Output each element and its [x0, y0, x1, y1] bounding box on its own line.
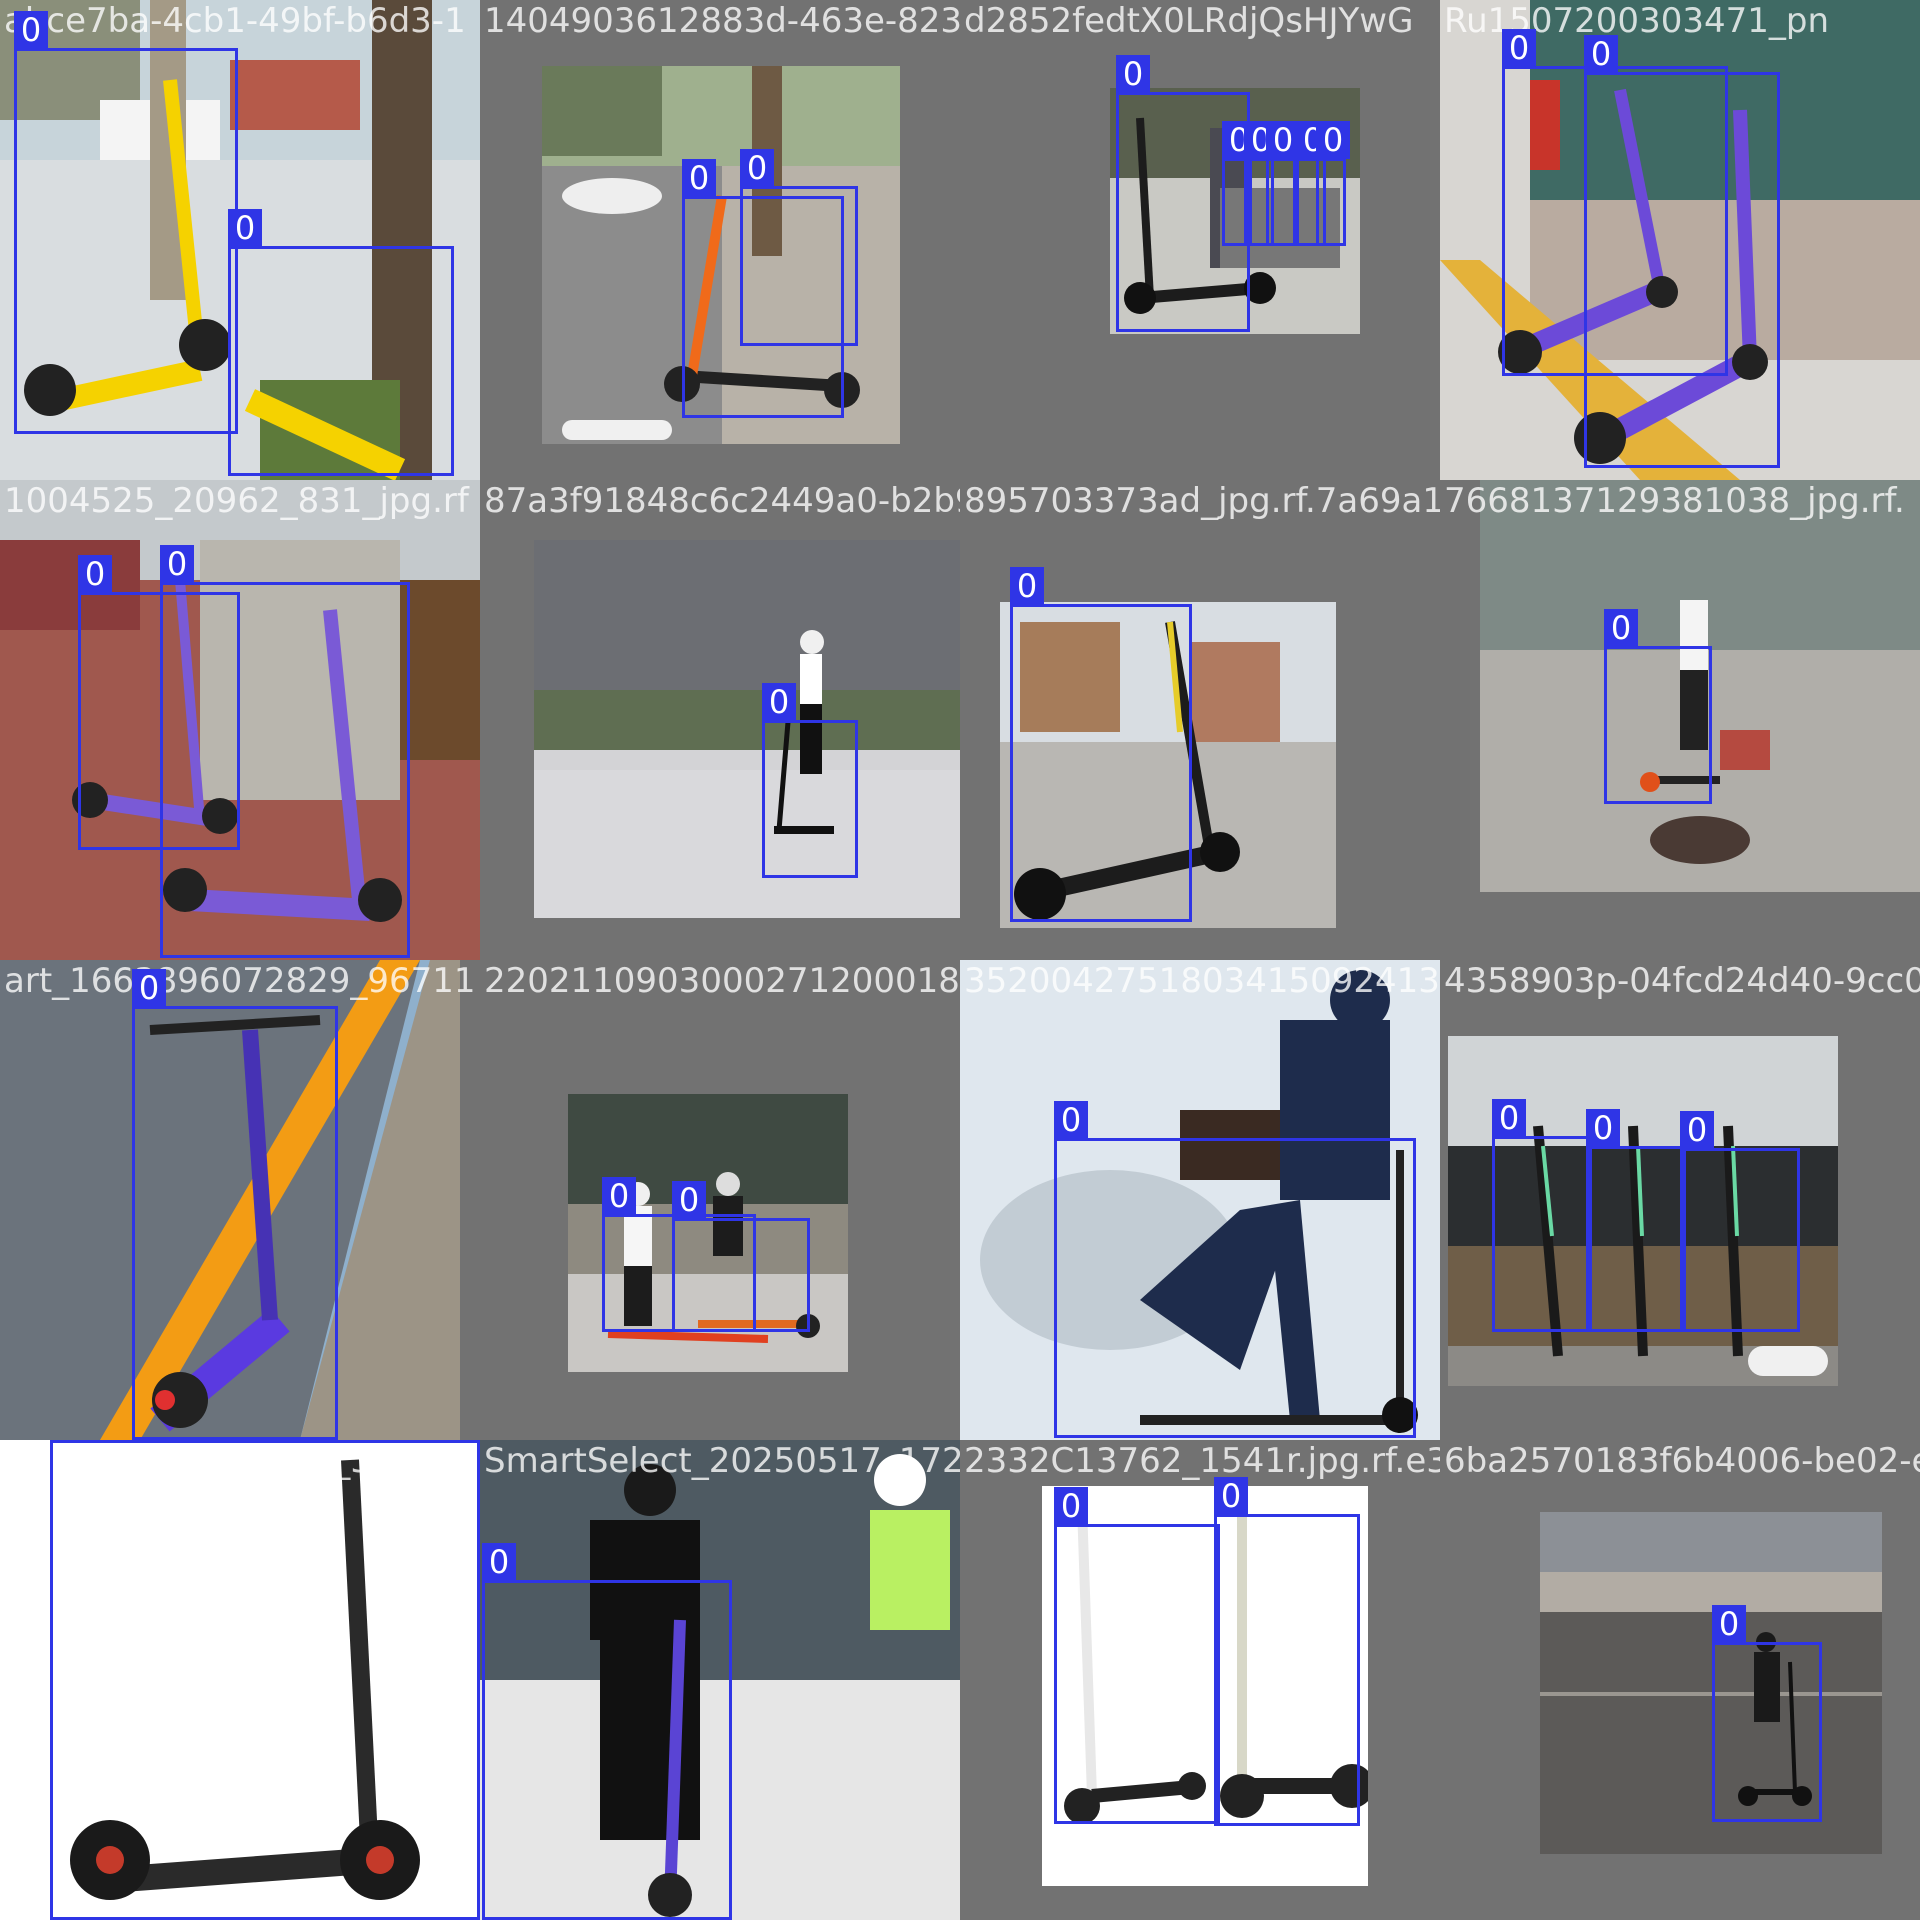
tile-13: 1000621548754_i1_500_jpg 0: [0, 1440, 480, 1920]
class-label: 0: [78, 555, 112, 593]
class-label: 0: [1680, 1111, 1714, 1149]
tile-15: 2332C13762_1541r.jpg.rf.e38 0 0: [960, 1440, 1440, 1920]
detection-box: 0: [762, 683, 858, 878]
class-label: 0: [1010, 567, 1044, 605]
tile-filename: 6ba2570183f6b4006-be02-e: [1444, 1441, 1920, 1481]
detection-box: 0: [132, 969, 338, 1440]
tile-12: 4358903p-04fcd24d40-9cc0-f 0 0 0: [1440, 960, 1920, 1440]
scooter-photo: [542, 66, 900, 444]
detection-box: 0: [1712, 1605, 1822, 1822]
detection-box: 0: [1316, 121, 1350, 246]
class-label: 0: [50, 1440, 84, 1441]
tile-filename: 2202110903000271200018: [484, 961, 960, 1001]
tile-filename: 895703373ad_jpg.rf.7a69a1d: [964, 481, 1440, 521]
class-label: 0: [482, 1543, 516, 1581]
class-label: 0: [160, 545, 194, 583]
detection-box: 0: [1266, 121, 1300, 246]
detection-box: 0: [1604, 609, 1712, 804]
tile-11: 35200427518034150924134 0: [960, 960, 1440, 1440]
class-label: 0: [1316, 121, 1350, 159]
tile-4: Ru1507200303471_pn 0 0: [1440, 0, 1920, 480]
scooter-photo: [0, 960, 460, 1440]
detection-box: 0: [1584, 35, 1780, 468]
detection-box: 0: [1054, 1487, 1220, 1824]
class-label: 0: [1214, 1477, 1248, 1515]
tile-1: abce7ba-4cb1-49bf-b6d3-1 0 0: [0, 0, 480, 480]
detection-box: 0: [482, 1543, 732, 1920]
scooter-photo: [534, 540, 960, 918]
detection-box: 0: [160, 545, 410, 958]
tile-2: 1404903612883d-463e-823d-4 0 0: [480, 0, 960, 480]
detection-box: 0: [1680, 1111, 1800, 1332]
class-label: 0: [672, 1181, 706, 1219]
class-label: 0: [14, 11, 48, 49]
class-label: 0: [682, 159, 716, 197]
class-label: 0: [1586, 1109, 1620, 1147]
scooter-photo: [0, 1440, 480, 1920]
tile-filename: 4358903p-04fcd24d40-9cc0-f: [1444, 961, 1920, 1001]
tile-14: SmartSelect_20250517_172 0: [480, 1440, 960, 1920]
class-label: 0: [1116, 55, 1150, 93]
class-label: 0: [1492, 1099, 1526, 1137]
detection-box: 0: [682, 159, 844, 418]
tile-7: 895703373ad_jpg.rf.7a69a1d 0: [960, 480, 1440, 960]
class-label: 0: [228, 209, 262, 247]
detection-box: 0: [1010, 567, 1192, 922]
class-label: 0: [1266, 121, 1300, 159]
detection-box: 0: [14, 11, 238, 434]
tile-filename: d2852fedtX0LRdjQsHJYwG: [964, 1, 1414, 41]
detection-box: 0: [50, 1440, 480, 1920]
tile-8: 7668137129381038_jpg.rf. 0: [1440, 480, 1920, 960]
detection-box: 0: [1492, 1099, 1592, 1332]
class-label: 0: [762, 683, 796, 721]
detection-box: 0: [1116, 55, 1250, 332]
detection-box: 0: [672, 1181, 810, 1332]
tile-9: art_1663896072829_96711 0: [0, 960, 480, 1440]
scooter-photo: [1540, 1512, 1882, 1854]
detection-box: 0: [1054, 1101, 1416, 1438]
scooter-photo: [1042, 1486, 1368, 1886]
tile-6: 87a3f91848c6c2449a0-b2b9-a 0: [480, 480, 960, 960]
class-label: 0: [1502, 29, 1536, 67]
class-label: 0: [1584, 35, 1618, 73]
tile-5: 1004525_20962_831_jpg.rf 0 0: [0, 480, 480, 960]
tile-16: 6ba2570183f6b4006-be02-e 0: [1440, 1440, 1920, 1920]
class-label: 0: [1712, 1605, 1746, 1643]
tile-filename: 2332C13762_1541r.jpg.rf.e38: [964, 1441, 1440, 1481]
detection-box: 0: [1586, 1109, 1686, 1332]
tile-10: 2202110903000271200018 0 0: [480, 960, 960, 1440]
detection-box: 0: [228, 209, 454, 476]
scooter-photo: [960, 960, 1440, 1440]
class-label: 0: [1604, 609, 1638, 647]
tile-3: d2852fedtX0LRdjQsHJYwG 0 0 0 0 0 0: [960, 0, 1440, 480]
scooter-photo: [1000, 602, 1336, 928]
class-label: 0: [602, 1177, 636, 1215]
class-label: 0: [1054, 1101, 1088, 1139]
tile-filename: 1404903612883d-463e-823d-4: [484, 1, 960, 41]
detection-box: 0: [1214, 1477, 1360, 1826]
scooter-photo: [1480, 480, 1920, 892]
class-label: 0: [740, 149, 774, 187]
class-label: 0: [1054, 1487, 1088, 1525]
scooter-photo: [1448, 1036, 1838, 1386]
scooter-photo: [568, 1094, 848, 1372]
detection-box: 0: [740, 149, 858, 346]
tile-filename: 87a3f91848c6c2449a0-b2b9-a: [484, 481, 960, 521]
class-label: 0: [132, 969, 166, 1007]
detection-box: 0: [78, 555, 240, 850]
